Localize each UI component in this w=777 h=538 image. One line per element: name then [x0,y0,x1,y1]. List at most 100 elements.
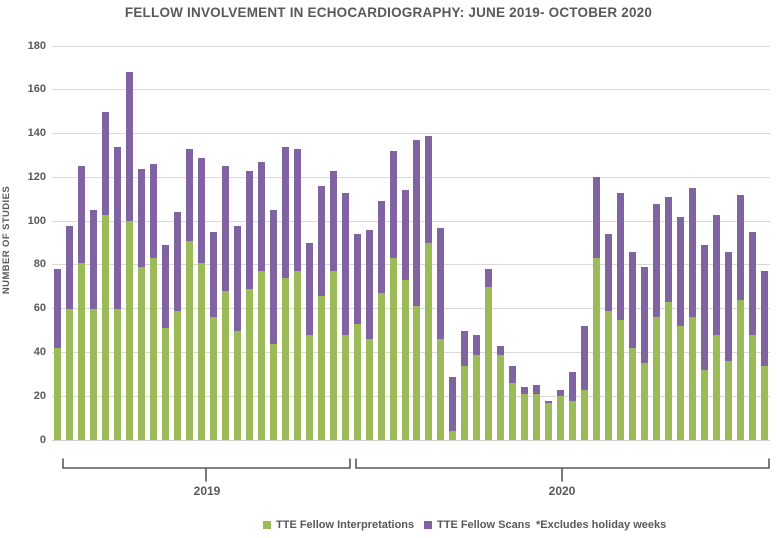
scans-segment [760,271,768,366]
bar-week-54 [688,188,696,440]
bar-week-43 [557,389,565,440]
scans-segment [509,365,517,384]
legend-item-interpretations: TTE Fellow Interpretations [263,519,414,531]
bar-week-28 [377,201,385,440]
scans-segment [114,146,122,309]
scans-segment [545,400,553,403]
interpretations-segment [724,361,732,440]
scans-segment [473,334,481,355]
bar-week-27 [365,229,373,440]
interpretations-segment [66,308,74,440]
gridline-180 [52,45,770,47]
bar-week-50 [640,267,648,440]
interpretations-segment [557,396,565,440]
scans-segment [269,210,277,344]
scans-segment [317,186,325,296]
bar-week-4 [90,210,98,440]
scans-segment [616,192,624,320]
bar-week-24 [329,170,337,440]
y-tick-label-120: 120 [27,170,46,183]
interpretations-segment [281,278,289,440]
scans-swatch-icon [424,521,432,529]
scans-segment [365,229,373,340]
legend-note: *Excludes holiday weeks [536,519,667,531]
y-tick-label-180: 180 [27,39,46,52]
bar-week-14 [210,232,218,440]
y-tick-label-160: 160 [27,83,46,96]
scans-segment [126,72,134,222]
interpretations-segment [569,400,577,440]
scans-segment [66,225,74,309]
interpretations-segment [473,354,481,440]
scans-segment [305,243,313,335]
scans-segment [162,245,170,329]
interpretations-segment [652,317,660,440]
scans-segment [174,212,182,311]
bar-week-6 [114,146,122,440]
scans-segment [521,387,529,395]
interpretations-segment [640,363,648,440]
interpretations-segment [150,258,158,440]
interpretations-segment [222,291,230,440]
bar-week-36 [473,334,481,440]
scans-segment [485,269,493,287]
scans-segment [198,157,206,263]
scans-segment [437,227,445,340]
bar-week-23 [317,186,325,440]
interpretations-segment [521,394,529,440]
scans-segment [90,210,98,309]
interpretations-segment [664,302,672,440]
interpretations-segment [485,286,493,440]
bar-week-56 [712,214,720,440]
gridline-140 [52,133,770,135]
interpretations-segment [317,295,325,440]
scans-segment [257,162,265,272]
scans-segment [664,197,672,303]
scans-segment [676,216,684,327]
y-tick-label-80: 80 [33,258,46,271]
bar-week-55 [700,245,708,440]
scans-segment [281,146,289,279]
bar-week-37 [485,269,493,440]
interpretations-segment [102,214,110,440]
bar-week-25 [341,192,349,440]
interpretations-segment [700,369,708,440]
bar-week-60 [760,271,768,440]
scans-segment [581,326,589,390]
interpretations-segment [365,339,373,440]
interpretations-segment [54,348,62,440]
bar-week-49 [628,251,636,440]
y-tick-label-40: 40 [33,345,46,358]
bar-week-51 [652,203,660,440]
bar-week-33 [437,227,445,440]
bar-week-22 [305,243,313,440]
year-brace-layer [62,458,770,482]
scans-segment [569,372,577,401]
interpretations-segment [628,348,636,440]
bar-week-58 [736,194,744,440]
bar-week-35 [461,330,469,440]
legend-item-scans: TTE Fellow Scans [424,519,531,531]
scans-segment [557,389,565,397]
gridline-100 [52,220,770,222]
bar-week-2 [66,225,74,440]
interpretations-segment [329,271,337,440]
bar-week-15 [222,166,230,440]
bar-week-26 [353,234,361,440]
interpretations-segment [353,324,361,440]
bar-week-52 [664,197,672,440]
interpretations-segment [616,319,624,440]
scans-segment [700,245,708,370]
scans-segment [293,148,301,272]
gridline-40 [52,351,770,353]
gridline-20 [52,395,770,397]
interpretations-segment [437,339,445,440]
interpretations-segment [90,308,98,440]
bar-week-31 [413,140,421,440]
scans-segment [245,170,253,289]
group-label-2020: 2020 [548,484,576,498]
scans-segment [329,170,337,272]
interpretations-segment [186,240,194,440]
bar-week-18 [257,162,265,440]
bar-week-59 [748,232,756,440]
